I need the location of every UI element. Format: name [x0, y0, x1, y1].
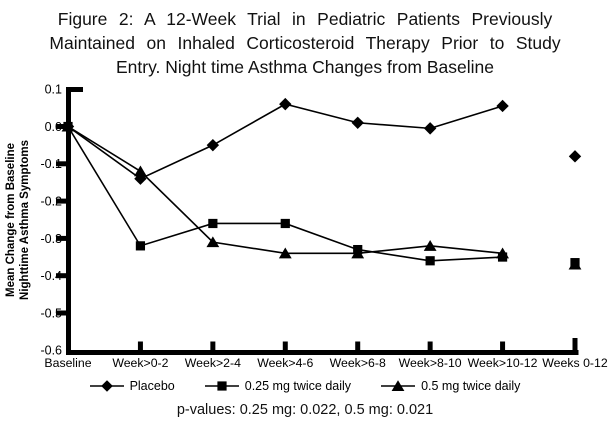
y-tick-label: 0.1 [45, 83, 62, 97]
x-tick-label: Week>4-6 [257, 356, 313, 370]
diamond-marker-icon [568, 150, 582, 163]
triangle-marker-icon [278, 247, 292, 259]
figure-title: Figure 2: A 12-Week Trial in Pediatric P… [0, 0, 610, 79]
legend-label: Placebo [129, 379, 175, 393]
figure-title-line-3: Entry. Night time Asthma Changes from Ba… [115, 57, 495, 77]
diamond-legend-marker-icon [89, 380, 124, 392]
y-tick-label: -0.4 [40, 269, 62, 283]
diamond-marker-icon [351, 116, 364, 129]
triangle-marker-icon [351, 247, 365, 259]
triangle-legend-marker-icon [381, 380, 416, 391]
figure-title-line-2: Maintained on Inhaled Corticosteroid The… [49, 33, 561, 53]
x-tick-label: Week>8-10 [399, 356, 462, 370]
y-axis-title-line: Nighttime Asthma Symptoms [19, 140, 31, 300]
x-tick-label: Week>6-8 [330, 356, 386, 370]
legend-label: 0.5 mg twice daily [421, 379, 521, 393]
x-tick-label: Week>2-4 [185, 356, 241, 370]
y-tick-label: -0.2 [40, 195, 62, 209]
p-values-note: p-values: 0.25 mg: 0.022, 0.5 mg: 0.021 [176, 402, 434, 418]
legend-item-0-25-mg-twice-daily: 0.25 mg twice daily [204, 379, 352, 393]
square-marker-icon [208, 218, 218, 229]
asthma-change-line-chart: 0.1 0.0 -0.1 -0.2 -0.3 -0.4 -0.5 -0.6 Baseline We… [0, 79, 610, 379]
triangle-marker-icon [496, 247, 509, 259]
x-tick-label: Baseline [44, 356, 91, 370]
legend-item-0-5-mg-twice-daily: 0.5 mg twice daily [381, 379, 520, 393]
triangle-marker-icon [134, 165, 147, 177]
y-tick-label: -0.3 [40, 232, 62, 246]
x-tick-label: Week>10-12 [468, 356, 538, 370]
triangle-marker-icon [61, 120, 75, 132]
y-tick-label: -0.6 [40, 344, 62, 358]
square-marker-icon [280, 218, 290, 229]
legend-label: 0.25 mg twice daily [244, 379, 352, 393]
diamond-marker-icon [206, 138, 220, 152]
y-tick-label: 0.0 [45, 120, 62, 134]
square-marker-icon [425, 256, 435, 266]
x-tick-label: Weeks 0-12 [542, 356, 608, 370]
diamond-marker-icon [496, 99, 509, 113]
series-line-square [67, 126, 503, 262]
diamond-marker-icon [279, 97, 292, 111]
figure-title-line-1: Figure 2: A 12-Week Trial in Pediatric P… [57, 9, 553, 29]
diamond-marker-icon [423, 122, 437, 135]
chart-legend: Placebo 0.25 mg twice daily 0.5 mg twice d… [0, 379, 610, 393]
x-tick-label: Week>0-2 [112, 356, 168, 370]
legend-item-placebo: Placebo [89, 379, 175, 393]
triangle-marker-icon [423, 240, 437, 251]
y-tick-label: -0.5 [40, 306, 62, 320]
triangle-marker-icon [568, 258, 582, 270]
square-marker-icon [135, 241, 146, 251]
y-axis-title-line: Mean Change from Baseline [5, 143, 17, 297]
triangle-marker-icon [206, 236, 220, 248]
square-legend-marker-icon [204, 381, 239, 391]
y-tick-label: -0.1 [40, 157, 62, 171]
